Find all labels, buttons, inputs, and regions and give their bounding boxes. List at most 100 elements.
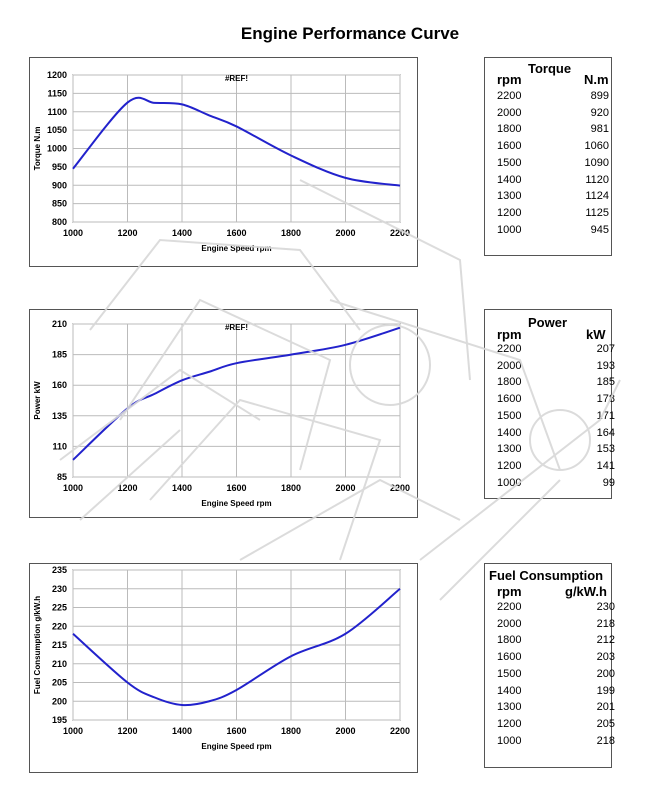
table-cell-rpm: 1600 — [497, 140, 522, 153]
table-cell-rpm: 1300 — [497, 701, 522, 714]
table-cell-value: 218 — [596, 617, 615, 630]
x-tick-label: 1400 — [172, 726, 192, 736]
y-tick-label: 900 — [52, 180, 67, 190]
x-tick-label: 2200 — [390, 483, 410, 493]
table-cell-value: 99 — [602, 476, 615, 489]
x-axis-label: Engine Speed rpm — [201, 742, 271, 751]
y-tick-label: 215 — [52, 640, 67, 650]
chart-title: #REF! — [225, 74, 248, 83]
table-cell-value: 207 — [596, 343, 615, 355]
x-axis-label: Engine Speed rpm — [201, 244, 271, 253]
table-cell-value: 981 — [590, 123, 609, 136]
y-tick-label: 210 — [52, 659, 67, 669]
y-axis-label: Torque N.m — [33, 127, 42, 171]
table-cell-value: 1090 — [584, 156, 609, 169]
table-cell-value: 193 — [596, 359, 615, 372]
y-axis-label: Fuel Consumption g/kW.h — [33, 596, 42, 694]
power-table: Power rpm kW 2200 207 2000 193 1800 185 1600 17… — [484, 309, 615, 499]
y-tick-label: 225 — [52, 603, 67, 613]
x-tick-label: 1600 — [226, 726, 246, 736]
table-cell-rpm: 1000 — [497, 223, 522, 236]
table-cell-rpm: 2200 — [497, 90, 522, 102]
table-cell-value: 201 — [596, 701, 615, 714]
table-title: Fuel Consumption — [489, 568, 604, 583]
y-tick-label: 85 — [57, 472, 67, 482]
table-cell-rpm: 1300 — [497, 443, 522, 456]
table-cell-rpm: 2200 — [497, 343, 522, 355]
y-tick-label: 1200 — [47, 70, 67, 80]
x-tick-label: 1600 — [226, 228, 246, 238]
table-cell-rpm: 1200 — [497, 459, 522, 472]
table-cell-rpm: 1000 — [497, 476, 522, 489]
y-tick-label: 205 — [52, 678, 67, 688]
table-cell-rpm: 2000 — [497, 106, 522, 119]
table-cell-value: 205 — [596, 717, 615, 730]
y-tick-label: 1100 — [47, 107, 67, 117]
x-tick-label: 1400 — [172, 483, 192, 493]
x-tick-label: 1400 — [172, 228, 192, 238]
table-cell-value: 178 — [596, 393, 615, 406]
y-tick-label: 185 — [52, 350, 67, 360]
x-tick-label: 1800 — [281, 228, 301, 238]
y-tick-label: 1150 — [47, 88, 67, 98]
table-cell-value: 1120 — [585, 173, 609, 186]
table-cell-rpm: 1800 — [497, 376, 522, 389]
table-cell-value: 164 — [596, 426, 615, 439]
torque-series-line — [72, 96, 401, 187]
x-tick-label: 1000 — [63, 228, 83, 238]
y-tick-label: 950 — [52, 162, 67, 172]
table-cell-rpm: 1400 — [497, 173, 522, 186]
table-cell-value: 899 — [590, 90, 609, 102]
table-cell-rpm: 1400 — [497, 684, 522, 697]
table-cell-rpm: 1500 — [497, 409, 522, 422]
table-cell-rpm: 1600 — [497, 651, 522, 664]
fuel-series-line — [72, 587, 401, 707]
y-tick-label: 850 — [52, 199, 67, 209]
fuel-chart-svg: 1000 1200 1400 1600 1800 2000 2200 195 200 205 210… — [33, 565, 410, 751]
table-col-rpm: rpm — [497, 584, 522, 599]
fuel-chart: 1000 1200 1400 1600 1800 2000 2200 195 200 205 210… — [29, 563, 418, 773]
table-cell-value: 141 — [596, 459, 615, 472]
x-tick-label: 1200 — [117, 483, 137, 493]
table-title: Power — [528, 315, 568, 330]
x-tick-label: 1800 — [281, 726, 301, 736]
table-cell-rpm: 1000 — [497, 734, 522, 747]
table-cell-value: 185 — [596, 376, 615, 389]
y-tick-label: 230 — [52, 584, 67, 594]
x-tick-label: 1000 — [63, 483, 83, 493]
table-cell-rpm: 1800 — [497, 634, 522, 647]
table-cell-value: 920 — [590, 106, 609, 119]
x-tick-label: 1600 — [226, 483, 246, 493]
table-cell-rpm: 1200 — [497, 206, 522, 219]
y-tick-label: 800 — [52, 217, 67, 227]
y-tick-label: 200 — [52, 696, 67, 706]
y-tick-label: 160 — [52, 380, 67, 390]
table-col-unit: g/kW.h — [565, 584, 607, 599]
table-col-unit: N.m — [584, 72, 609, 87]
x-tick-label: 1000 — [63, 726, 83, 736]
table-cell-rpm: 2000 — [497, 617, 522, 630]
table-cell-value: 212 — [596, 634, 615, 647]
table-col-unit: kW — [586, 327, 606, 342]
y-tick-label: 1000 — [47, 144, 67, 154]
torque-table: Torque rpm N.m 2200 899 2000 920 1800 981 1600… — [484, 57, 612, 256]
y-tick-label: 135 — [52, 411, 67, 421]
x-tick-label: 2000 — [335, 228, 355, 238]
table-title: Torque — [528, 61, 572, 76]
table-col-rpm: rpm — [497, 72, 522, 87]
table-cell-value: 218 — [596, 734, 615, 747]
y-tick-label: 110 — [52, 441, 67, 451]
table-cell-rpm: 2200 — [497, 601, 522, 613]
y-tick-label: 210 — [52, 319, 67, 329]
table-cell-value: 203 — [596, 651, 615, 664]
table-cell-rpm: 1600 — [497, 393, 522, 406]
table-cell-rpm: 1300 — [497, 190, 522, 203]
table-cell-rpm: 1400 — [497, 426, 522, 439]
table-cell-rpm: 2000 — [497, 359, 522, 372]
x-tick-label: 1800 — [281, 483, 301, 493]
y-tick-label: 220 — [52, 621, 67, 631]
x-tick-label: 2200 — [390, 228, 410, 238]
x-axis-label: Engine Speed rpm — [201, 499, 271, 508]
chart-title: #REF! — [225, 323, 248, 332]
fuel-table: Fuel Consumption rpm g/kW.h 2200 230 2000 2… — [484, 563, 615, 768]
